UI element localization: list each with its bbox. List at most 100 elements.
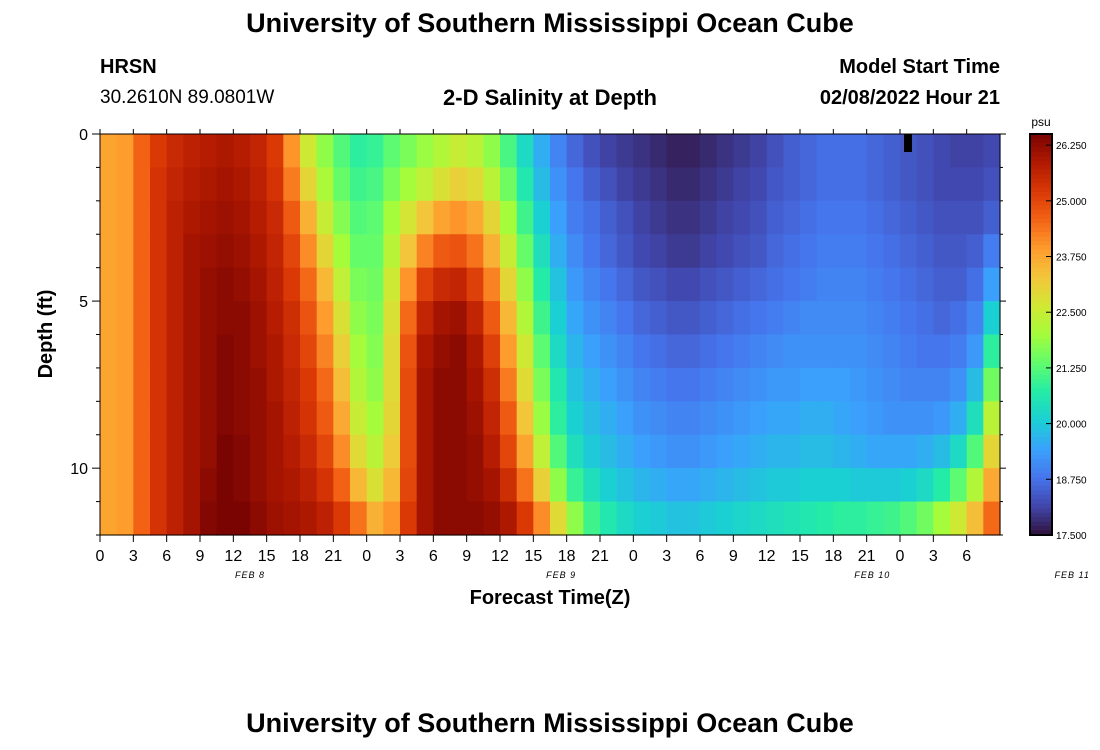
heatmap-cell bbox=[100, 200, 118, 235]
heatmap-cell bbox=[950, 468, 968, 503]
heatmap-cell bbox=[900, 434, 918, 469]
colorbar-segment bbox=[1030, 379, 1052, 385]
heatmap-cell bbox=[300, 200, 318, 235]
heatmap-cell bbox=[983, 234, 1001, 269]
heatmap-cell bbox=[733, 134, 751, 169]
heatmap-cell bbox=[833, 434, 851, 469]
heatmap-cell bbox=[100, 367, 118, 402]
colorbar-segment bbox=[1030, 419, 1052, 425]
heatmap-cell bbox=[916, 501, 934, 536]
heatmap-cell bbox=[700, 334, 718, 369]
heatmap-cell bbox=[700, 134, 718, 169]
heatmap-cell bbox=[300, 468, 318, 503]
heatmap-cell bbox=[300, 434, 318, 469]
colorbar-tick-label: 22.500 bbox=[1056, 308, 1087, 319]
heatmap-cell bbox=[466, 167, 484, 202]
y-axis-label: Depth (ft) bbox=[35, 290, 57, 379]
heatmap-cell bbox=[233, 468, 251, 503]
heatmap-cell bbox=[983, 401, 1001, 436]
heatmap-cell bbox=[116, 401, 134, 436]
heatmap-cell bbox=[783, 301, 801, 336]
heatmap-cell bbox=[233, 501, 251, 536]
colorbar-segment bbox=[1030, 165, 1052, 171]
heatmap-cell bbox=[466, 134, 484, 169]
heatmap-cell bbox=[550, 367, 568, 402]
heatmap-cell bbox=[400, 167, 418, 202]
heatmap-cell bbox=[433, 234, 451, 269]
heatmap-cell bbox=[516, 301, 534, 336]
heatmap-cell bbox=[266, 367, 284, 402]
heatmap-cell bbox=[600, 134, 618, 169]
heatmap-cell bbox=[516, 501, 534, 536]
heatmap-cell bbox=[200, 501, 218, 536]
heatmap-cell bbox=[400, 468, 418, 503]
heatmap-cell bbox=[800, 434, 818, 469]
heatmap-cell bbox=[783, 134, 801, 169]
heatmap-cell bbox=[716, 200, 734, 235]
heatmap-cell bbox=[416, 167, 434, 202]
heatmap-cell bbox=[850, 267, 868, 302]
heatmap-cell bbox=[816, 334, 834, 369]
heatmap-cell bbox=[733, 367, 751, 402]
colorbar-segment bbox=[1030, 316, 1052, 322]
heatmap-cell bbox=[633, 134, 651, 169]
heatmap-cell bbox=[250, 367, 268, 402]
heatmap-cell bbox=[266, 301, 284, 336]
heatmap-cell bbox=[350, 501, 368, 536]
heatmap-cell bbox=[533, 468, 551, 503]
heatmap-cell bbox=[616, 434, 634, 469]
heatmap-cell bbox=[583, 401, 601, 436]
heatmap-cell bbox=[150, 468, 168, 503]
heatmap-cell bbox=[533, 501, 551, 536]
colorbar-segment bbox=[1030, 468, 1052, 474]
heatmap-cell bbox=[350, 134, 368, 169]
heatmap-cell bbox=[383, 501, 401, 536]
heatmap-cell bbox=[650, 468, 668, 503]
heatmap-cell bbox=[466, 468, 484, 503]
heatmap-cell bbox=[666, 367, 684, 402]
heatmap-cell bbox=[216, 200, 234, 235]
heatmap-cell bbox=[750, 468, 768, 503]
heatmap-cell bbox=[433, 434, 451, 469]
heatmap-cell bbox=[466, 234, 484, 269]
heatmap-cell bbox=[950, 134, 968, 169]
heatmap-cell bbox=[216, 234, 234, 269]
heatmap-cell bbox=[550, 401, 568, 436]
heatmap-cell bbox=[966, 501, 984, 536]
x-tick-label: 12 bbox=[491, 548, 509, 565]
heatmap-cell bbox=[866, 134, 884, 169]
heatmap-cell bbox=[250, 200, 268, 235]
colorbar-tick-label: 20.000 bbox=[1056, 420, 1087, 431]
heatmap-cell bbox=[566, 434, 584, 469]
heatmap-cell bbox=[883, 167, 901, 202]
heatmap-cell bbox=[233, 234, 251, 269]
heatmap-cell bbox=[566, 200, 584, 235]
heatmap-cell bbox=[933, 167, 951, 202]
heatmap-cell bbox=[900, 501, 918, 536]
heatmap-cell bbox=[800, 501, 818, 536]
heatmap-cell bbox=[283, 167, 301, 202]
heatmap-cell bbox=[233, 334, 251, 369]
heatmap-cell bbox=[866, 301, 884, 336]
heatmap-cell bbox=[633, 434, 651, 469]
heatmap-cell bbox=[116, 434, 134, 469]
colorbar-segment bbox=[1030, 205, 1052, 211]
heatmap-cell bbox=[800, 234, 818, 269]
heatmap-cell bbox=[266, 200, 284, 235]
x-tick-label: 6 bbox=[962, 548, 971, 565]
heatmap-cell bbox=[916, 200, 934, 235]
heatmap-cell bbox=[216, 301, 234, 336]
heatmap-cell bbox=[933, 301, 951, 336]
heatmap-cell bbox=[666, 134, 684, 169]
heatmap-cell bbox=[916, 267, 934, 302]
heatmap-cell bbox=[316, 334, 334, 369]
heatmap-cell bbox=[766, 401, 784, 436]
heatmap-cell bbox=[450, 468, 468, 503]
heatmap-cell bbox=[100, 267, 118, 302]
heatmap-cell bbox=[583, 167, 601, 202]
heatmap-cell bbox=[366, 301, 384, 336]
heatmap-cell bbox=[916, 134, 934, 169]
heatmap-cell bbox=[666, 234, 684, 269]
heatmap-cell bbox=[800, 367, 818, 402]
heatmap-cell bbox=[383, 334, 401, 369]
